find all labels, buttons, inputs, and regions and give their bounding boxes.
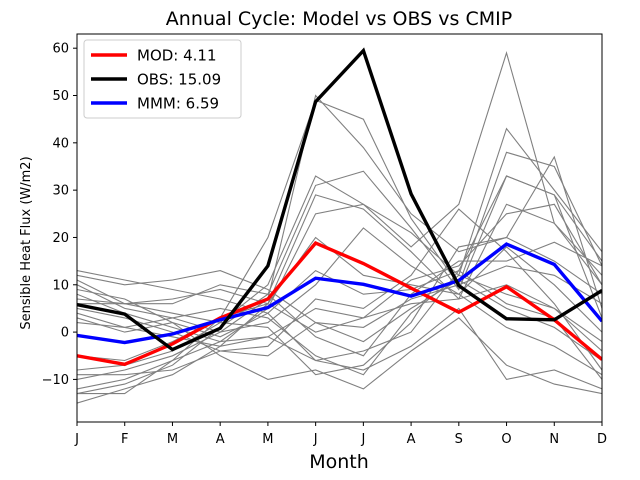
y-axis: −10 0 10 20 30 40 50 60 xyxy=(42,42,77,388)
chart-title: Annual Cycle: Model vs OBS vs CMIP xyxy=(166,8,512,30)
series-line-cmip-model-14 xyxy=(77,288,602,395)
series-line-cmip-model-6 xyxy=(77,50,602,390)
x-tick-label: J xyxy=(360,432,365,447)
legend-label-mmm: MMM: 6.59 xyxy=(137,95,219,113)
series-line-cmip-model-2 xyxy=(77,194,602,404)
legend: MOD: 4.11 OBS: 15.09 MMM: 6.59 xyxy=(83,39,242,119)
main-series-group xyxy=(77,47,602,367)
series-line-cmip-model-7 xyxy=(77,155,602,376)
plot-frame xyxy=(76,33,603,423)
y-tick-label: 10 xyxy=(52,278,69,293)
series-line-mmm xyxy=(77,242,602,345)
y-tick-label: 30 xyxy=(52,184,69,199)
series-line-cmip-model-5 xyxy=(77,94,602,380)
x-tick-label: J xyxy=(74,432,79,447)
series-line-cmip-model-3 xyxy=(77,127,602,371)
y-tick-label: −10 xyxy=(42,373,69,388)
x-axis-label: Month xyxy=(309,451,369,473)
x-tick-label: M xyxy=(262,432,273,447)
y-tick-label: 40 xyxy=(52,136,69,151)
x-tick-label: J xyxy=(313,432,318,447)
y-tick-label: 50 xyxy=(52,89,69,104)
x-tick-label: A xyxy=(407,432,416,447)
series-line-obs xyxy=(77,47,602,352)
plot-area xyxy=(77,47,602,404)
series-line-cmip-model-8 xyxy=(77,175,602,362)
series-line-cmip-model-10 xyxy=(77,203,602,333)
y-tick-label: 20 xyxy=(52,231,69,246)
x-tick-label: M xyxy=(167,432,178,447)
series-line-cmip-model-4 xyxy=(77,99,602,395)
x-tick-label: N xyxy=(549,432,559,447)
x-tick-label: S xyxy=(455,432,463,447)
y-tick-label: 60 xyxy=(52,42,69,57)
series-line-cmip-model-17 xyxy=(77,208,602,376)
series-line-cmip-model-16 xyxy=(77,284,602,352)
x-tick-label: A xyxy=(216,432,225,447)
series-line-cmip-model-18 xyxy=(77,279,602,361)
background-series-group xyxy=(77,50,602,404)
y-axis-label: Sensible Heat Flux (W/m2) xyxy=(19,156,34,329)
x-tick-label: O xyxy=(501,432,511,447)
legend-frame xyxy=(83,39,242,119)
series-line-cmip-model-11 xyxy=(77,241,602,357)
series-line-mod xyxy=(77,241,602,367)
x-tick-label: F xyxy=(121,432,128,447)
y-tick-label: 0 xyxy=(61,326,69,341)
x-tick-label: D xyxy=(597,432,607,447)
legend-label-mod: MOD: 4.11 xyxy=(137,47,217,65)
legend-label-obs: OBS: 15.09 xyxy=(137,71,221,89)
